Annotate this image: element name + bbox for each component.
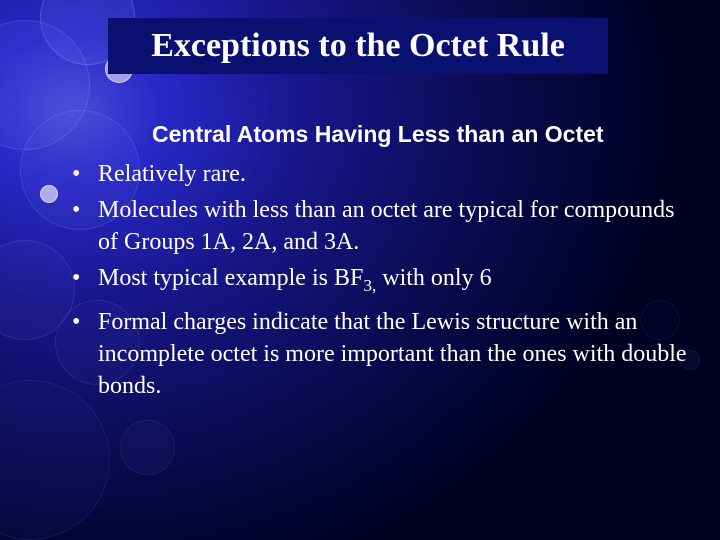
bokeh-circle — [0, 20, 90, 150]
slide-subtitle: Central Atoms Having Less than an Octet — [152, 121, 604, 148]
list-item: • Most typical example is BF3, with only … — [72, 262, 692, 302]
bullet-text: Molecules with less than an octet are ty… — [98, 194, 692, 258]
bullet-dot-icon: • — [72, 194, 80, 226]
list-item: • Molecules with less than an octet are t… — [72, 194, 692, 258]
slide-title: Exceptions to the Octet Rule — [151, 27, 565, 65]
list-item: • Formal charges indicate that the Lewis … — [72, 306, 692, 402]
bullet-dot-icon: • — [72, 306, 80, 338]
bokeh-circle — [0, 240, 75, 340]
bullet-text: Formal charges indicate that the Lewis s… — [98, 306, 692, 402]
bokeh-circle — [40, 185, 58, 203]
bullet-dot-icon: • — [72, 158, 80, 190]
bullet-dot-icon: • — [72, 262, 80, 294]
bokeh-circle — [120, 420, 175, 475]
title-box: Exceptions to the Octet Rule — [108, 18, 608, 74]
bullet-list: • Relatively rare. • Molecules with less th… — [72, 158, 692, 406]
bullet-text: Relatively rare. — [98, 158, 246, 190]
list-item: • Relatively rare. — [72, 158, 692, 190]
bullet-text: Most typical example is BF3, with only 6 — [98, 262, 492, 302]
